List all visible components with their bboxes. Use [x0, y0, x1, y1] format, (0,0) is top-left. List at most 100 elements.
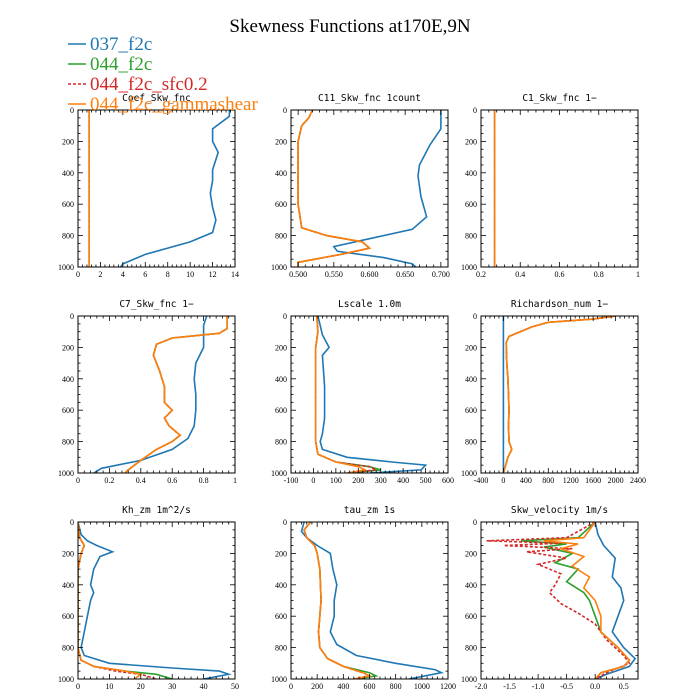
- panel-title: tau_zm 1s: [344, 505, 395, 516]
- y-tick-label: 1000: [58, 469, 74, 478]
- y-tick-label: 800: [275, 644, 287, 653]
- y-tick-label: 600: [275, 612, 287, 621]
- series-group: [88, 110, 231, 267]
- plot-frame: [290, 109, 449, 268]
- panel-title: C11_Skw_fnc 1count: [318, 93, 421, 104]
- x-tick-label: 2400: [630, 476, 646, 485]
- panel-title: Coef_Skw_fnc: [122, 93, 191, 104]
- y-tick-label: 400: [275, 375, 287, 384]
- y-tick-label: 1000: [58, 675, 74, 684]
- panel-title: Kh_zm 1m^2/s: [122, 505, 191, 516]
- series-line-044-f2c-sfc0-2: [297, 110, 372, 267]
- series-line-044-f2c: [124, 316, 228, 473]
- legend-label: 044_f2c: [90, 54, 152, 75]
- y-tick-label: 0: [473, 106, 477, 115]
- legend-label: 037_f2c: [90, 34, 152, 55]
- x-tick-label: 600: [442, 476, 454, 485]
- y-tick-label: 200: [465, 343, 477, 352]
- series-line-044-f2c-gammashear: [303, 522, 372, 679]
- x-tick-label: 6: [143, 270, 147, 279]
- y-tick-label: 800: [62, 644, 74, 653]
- x-tick-label: -1.5: [503, 682, 516, 691]
- panel-title: Richardson_num 1−: [511, 299, 609, 310]
- series-line-037-f2c: [594, 522, 637, 679]
- y-tick-label: 400: [465, 375, 477, 384]
- legend-item: 044_f2c_gammashear: [68, 94, 258, 115]
- y-tick-label: 600: [62, 612, 74, 621]
- y-tick-label: 600: [465, 200, 477, 209]
- plot-frame: [77, 521, 236, 680]
- panel-title: Lscale 1.0m: [338, 299, 401, 310]
- y-tick-label: 0: [473, 518, 477, 527]
- x-tick-label: 1600: [585, 476, 601, 485]
- panel-5: Lscale 1.0m 0 200 400 600 800 1000-100 0 100 200 3…: [271, 299, 454, 485]
- panel-6: Richardson_num 1− 0 200 400 600 800 1000-400 0 4…: [461, 299, 646, 485]
- y-tick-label: 800: [275, 232, 287, 241]
- y-tick-label: 1000: [461, 675, 477, 684]
- x-tick-label: 800: [390, 682, 402, 691]
- plot-frame: [480, 315, 639, 474]
- y-tick-label: 800: [465, 232, 477, 241]
- y-tick-label: 400: [62, 169, 74, 178]
- series-line-044-f2c-gammashear: [124, 316, 228, 473]
- x-tick-label: 100: [330, 476, 342, 485]
- panel-title: C1_Skw_fnc 1−: [522, 93, 597, 104]
- x-tick-label: 1200: [563, 476, 579, 485]
- y-tick-label: 400: [275, 169, 287, 178]
- x-tick-label: 200: [311, 682, 323, 691]
- x-tick-label: 20: [137, 682, 145, 691]
- y-tick-label: 0: [473, 312, 477, 321]
- y-tick-label: 200: [465, 549, 477, 558]
- x-tick-label: 600: [364, 682, 376, 691]
- series-group: [300, 522, 445, 679]
- legend-item: 044_f2c_sfc0.2: [68, 74, 208, 95]
- x-tick-label: 0.6: [555, 270, 565, 279]
- x-tick-label: -0.5: [560, 682, 573, 691]
- x-tick-label: 800: [542, 476, 554, 485]
- y-tick-label: 600: [465, 612, 477, 621]
- y-tick-label: 200: [62, 549, 74, 558]
- y-tick-label: 1000: [58, 263, 74, 272]
- x-tick-label: 50: [231, 682, 239, 691]
- y-tick-label: 200: [465, 137, 477, 146]
- y-tick-label: 200: [275, 343, 287, 352]
- x-tick-label: 1000: [414, 682, 430, 691]
- y-tick-label: 1000: [271, 469, 287, 478]
- x-tick-label: 0.6: [167, 476, 177, 485]
- legend-label: 044_f2c_gammashear: [90, 94, 258, 115]
- x-tick-label: 0.700: [432, 270, 450, 279]
- x-tick-label: 2000: [608, 476, 624, 485]
- x-tick-label: -100: [284, 476, 299, 485]
- legend-item: 037_f2c: [68, 34, 152, 55]
- x-tick-label: 200: [352, 476, 364, 485]
- x-tick-label: 0.8: [199, 476, 209, 485]
- x-tick-label: 0.0: [590, 682, 600, 691]
- x-tick-label: 0.5: [619, 682, 629, 691]
- y-tick-label: 600: [62, 406, 74, 415]
- x-tick-label: 500: [420, 476, 432, 485]
- plot-frame: [290, 315, 449, 474]
- x-tick-label: -2.0: [475, 682, 488, 691]
- series-group: [297, 110, 442, 267]
- y-tick-label: 1000: [271, 675, 287, 684]
- x-tick-label: 10: [105, 682, 113, 691]
- y-tick-label: 0: [70, 312, 74, 321]
- y-tick-label: 600: [465, 406, 477, 415]
- series-line-044-f2c-sfc0-2: [502, 316, 616, 473]
- x-tick-label: 300: [375, 476, 387, 485]
- legend-label: 044_f2c_sfc0.2: [90, 74, 208, 95]
- x-tick-label: 8: [166, 270, 170, 279]
- x-tick-label: 400: [397, 476, 409, 485]
- x-tick-label: 1200: [440, 682, 456, 691]
- x-tick-label: -1.0: [532, 682, 545, 691]
- series-line-037-f2c: [78, 522, 232, 679]
- series-line-044-f2c: [297, 110, 372, 267]
- series-line-044-f2c-gammashear: [543, 522, 631, 679]
- y-tick-label: 600: [275, 406, 287, 415]
- x-tick-label: 1: [636, 270, 640, 279]
- series-group: [486, 522, 637, 679]
- y-tick-label: 1000: [461, 263, 477, 272]
- y-tick-label: 800: [465, 438, 477, 447]
